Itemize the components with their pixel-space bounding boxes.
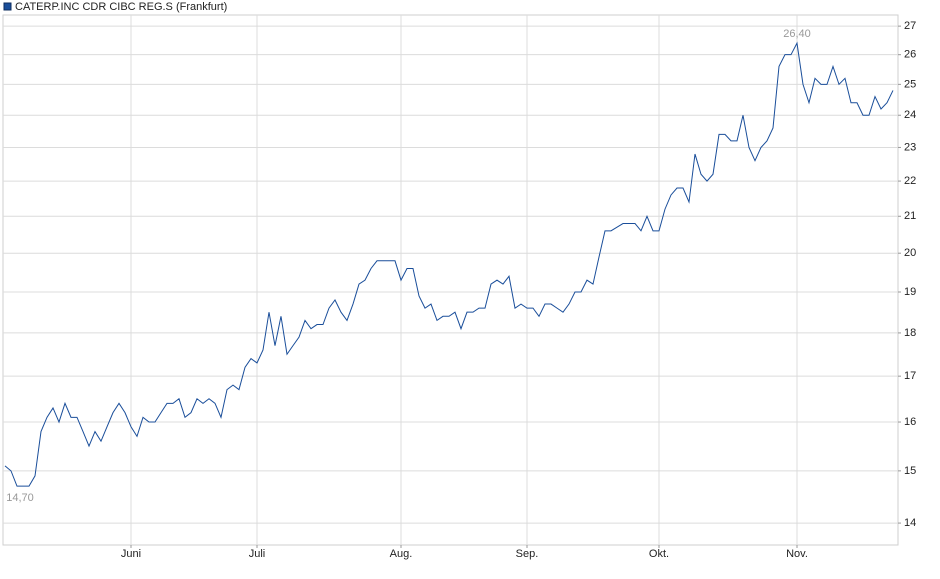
y-tick-label: 23 [904, 141, 916, 153]
y-tick-label: 16 [904, 416, 916, 428]
y-tick-label: 27 [904, 20, 916, 32]
x-tick-label: Juli [249, 548, 266, 560]
x-tick-label: Aug. [390, 548, 413, 560]
value-label: 14,70 [6, 492, 34, 504]
chart-title: CATERP.INC CDR CIBC REG.S (Frankfurt) [15, 1, 227, 13]
x-tick-label: Sep. [516, 548, 539, 560]
x-tick-label: Okt. [649, 548, 669, 560]
plot-frame [2, 14, 899, 546]
y-tick-label: 15 [904, 465, 916, 477]
y-tick-label: 17 [904, 370, 916, 382]
price-line [4, 41, 894, 487]
y-tick-label: 19 [904, 286, 916, 298]
title-icon [3, 2, 12, 11]
y-tick-label: 25 [904, 78, 916, 90]
value-label: 26,40 [783, 28, 811, 40]
y-tick-label: 26 [904, 49, 916, 61]
y-tick-label: 24 [904, 109, 916, 121]
y-tick-label: 20 [904, 247, 916, 259]
x-tick-label: Nov. [786, 548, 808, 560]
y-tick-label: 22 [904, 175, 916, 187]
y-tick-label: 14 [904, 517, 916, 529]
x-tick-label: Juni [121, 548, 141, 560]
y-tick-label: 21 [904, 210, 916, 222]
y-tick-label: 18 [904, 327, 916, 339]
